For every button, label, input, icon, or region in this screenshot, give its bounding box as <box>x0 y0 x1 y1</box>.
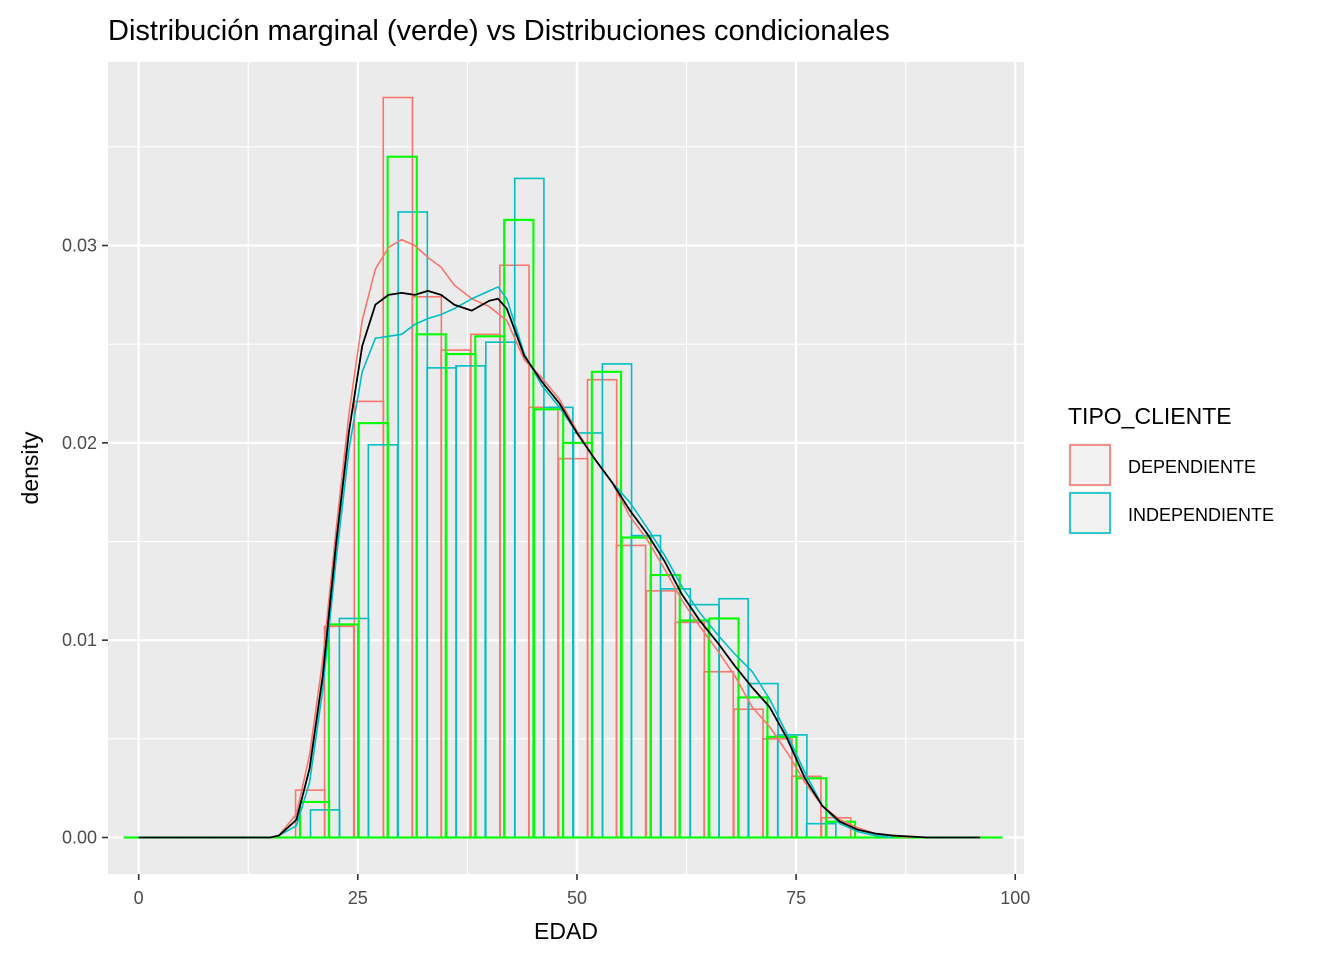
x-axis: 0 25 50 75 100 <box>134 874 1030 908</box>
y-tick-label: 0.02 <box>62 433 97 453</box>
y-tick-label: 0.00 <box>62 827 97 847</box>
y-axis: 0.00 0.01 0.02 0.03 <box>62 236 108 847</box>
grid-minor <box>108 62 1024 874</box>
y-tick-label: 0.01 <box>62 630 97 650</box>
x-tick-label: 100 <box>1000 888 1030 908</box>
legend-entries: DEPENDIENTE INDEPENDIENTE <box>1068 443 1274 535</box>
density-line-marginal <box>138 289 981 839</box>
legend-label-dependiente: DEPENDIENTE <box>1128 457 1256 477</box>
legend: TIPO_CLIENTE DEPENDIENTE INDEPENDIENTE <box>1068 403 1274 535</box>
legend-label-independiente: INDEPENDIENTE <box>1128 505 1274 525</box>
x-tick-label: 25 <box>348 888 368 908</box>
x-tick-label: 75 <box>786 888 806 908</box>
legend-swatch-independiente <box>1069 492 1111 534</box>
plot-panel <box>108 62 1024 874</box>
x-tick-label: 0 <box>134 888 144 908</box>
panel-background <box>108 62 1024 874</box>
y-axis-title: density <box>17 431 43 504</box>
y-tick-label: 0.03 <box>62 236 97 256</box>
plot-title: Distribución marginal (verde) vs Distrib… <box>108 15 890 47</box>
density-curves <box>138 238 981 839</box>
density-line-independiente <box>278 286 893 839</box>
density-line-dependiente <box>278 238 911 839</box>
x-axis-title: EDAD <box>534 918 598 944</box>
x-tick-label: 50 <box>567 888 587 908</box>
legend-title: TIPO_CLIENTE <box>1068 403 1232 429</box>
legend-swatch-dependiente <box>1069 444 1111 486</box>
